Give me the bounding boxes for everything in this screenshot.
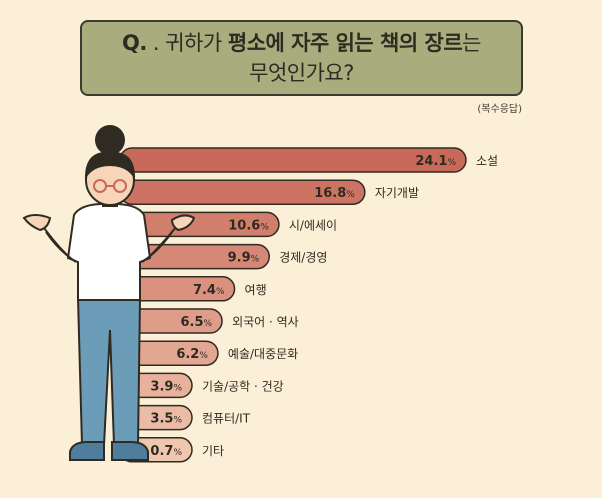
bar-value-label-8: 3.5% bbox=[150, 412, 182, 427]
bar-category-label-4: 여행 bbox=[245, 282, 267, 297]
bar-value-label-1: 16.8% bbox=[314, 186, 355, 201]
left-hand-shape bbox=[22, 214, 52, 232]
jeans-shape bbox=[76, 297, 142, 446]
multiple-response-note: (복수응답) bbox=[477, 104, 522, 115]
bar-value-label-0: 24.1% bbox=[415, 154, 456, 169]
bar-category-label-8: 컴퓨터/IT bbox=[202, 412, 251, 426]
bar-value-label-5: 6.5% bbox=[180, 315, 212, 330]
right-shoe-shape bbox=[111, 441, 149, 461]
question-title-line1: Q.. 귀하가 평소에 자주 읽는 책의 장르는 bbox=[122, 28, 481, 58]
hair-bun-shape bbox=[95, 125, 125, 155]
bar-category-label-3: 경제/경영 bbox=[279, 251, 327, 265]
right-arm-line-inner bbox=[141, 231, 173, 263]
left-shoe-shape bbox=[69, 441, 105, 461]
bar-value-label-6: 6.2% bbox=[176, 347, 208, 362]
left-arm-line-inner bbox=[45, 231, 77, 263]
question-text-post: 는 bbox=[462, 31, 481, 55]
hair-shape bbox=[84, 151, 136, 180]
question-dot: . bbox=[152, 31, 160, 55]
bar-0 bbox=[119, 147, 467, 173]
bar-value-label-7: 3.9% bbox=[150, 379, 182, 394]
bar-value-label-3: 9.9% bbox=[228, 251, 260, 266]
bar-category-label-9: 기타 bbox=[202, 444, 224, 458]
bar-category-label-7: 기술/공학 · 건강 bbox=[202, 379, 284, 393]
question-title-box: Q.. 귀하가 평소에 자주 읽는 책의 장르는 무엇인가요? bbox=[80, 20, 523, 96]
bar-category-label-6: 예술/대중문화 bbox=[228, 347, 298, 361]
bar-value-label-2: 10.6% bbox=[228, 218, 269, 233]
bars-group: 24.1% 소설 16.8% 자기개발 10.6% 시/에세이 9.9% 경제/경영 7.4% 여… bbox=[119, 147, 498, 463]
bar-category-label-5: 외국어 · 역사 bbox=[232, 315, 299, 329]
question-text-bold: 평소에 자주 읽는 책의 장르 bbox=[227, 31, 463, 55]
question-title-line2: 무엇인가요? bbox=[249, 61, 354, 85]
bar-category-label-0: 소설 bbox=[476, 154, 498, 168]
bar-category-label-1: 자기개발 bbox=[375, 186, 419, 200]
bar-category-label-2: 시/에세이 bbox=[289, 218, 337, 232]
question-label: Q. bbox=[122, 31, 147, 55]
right-hand-shape bbox=[170, 214, 196, 232]
shirt-shape bbox=[66, 203, 152, 301]
question-text-pre: 귀하가 bbox=[165, 31, 228, 55]
person-illustration bbox=[22, 125, 196, 461]
bar-value-label-4: 7.4% bbox=[193, 283, 225, 298]
bar-value-label-9: 0.7% bbox=[150, 444, 182, 459]
